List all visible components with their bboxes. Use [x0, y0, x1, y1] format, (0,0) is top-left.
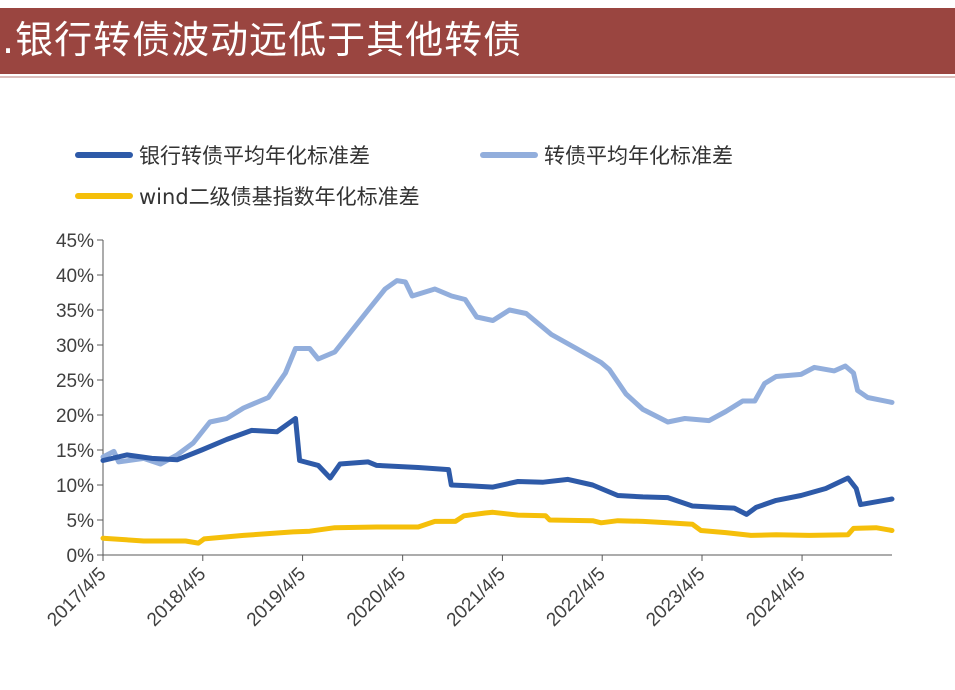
- legend-label-wind: wind二级债基指数年化标准差: [139, 185, 420, 209]
- y-tick-label: 45%: [56, 231, 94, 252]
- page-title: .银行转债波动远低于其他转债: [2, 18, 523, 62]
- legend-swatch-cb: [480, 152, 538, 158]
- x-tick-label: 2020/4/5: [343, 564, 410, 631]
- x-tick-label: 2019/4/5: [243, 564, 310, 631]
- x-tick-label: 2017/4/5: [43, 564, 110, 631]
- y-tick-label: 5%: [67, 511, 95, 532]
- legend-label-cb: 转债平均年化标准差: [544, 144, 733, 168]
- x-tick-label: 2024/4/5: [742, 564, 809, 631]
- y-tick-label: 35%: [56, 301, 94, 322]
- series-line-bank-cb-std: [100, 416, 895, 517]
- y-tick-label: 15%: [56, 441, 94, 462]
- x-tick-label: 2021/4/5: [443, 564, 510, 631]
- chart-legend: 银行转债平均年化标准差 转债平均年化标准差 wind二级债基指数年化标准差: [70, 135, 930, 215]
- legend-item-cb: 转债平均年化标准差: [480, 140, 733, 170]
- title-banner: .银行转债波动远低于其他转债: [0, 8, 955, 74]
- x-tick-label: 2023/4/5: [642, 564, 709, 631]
- y-tick-label: 20%: [56, 406, 94, 427]
- series-line-wind-bond-fund-std: [100, 509, 895, 546]
- y-tick-label: 10%: [56, 476, 94, 497]
- x-tick-label: 2022/4/5: [543, 564, 610, 631]
- x-tick-label: 2018/4/5: [143, 564, 210, 631]
- legend-swatch-bank: [75, 152, 133, 158]
- y-tick-label: 40%: [56, 266, 94, 287]
- legend-swatch-wind: [75, 193, 133, 199]
- y-tick-label: 0%: [67, 546, 95, 567]
- y-tick-label: 25%: [56, 371, 94, 392]
- legend-item-wind: wind二级债基指数年化标准差: [75, 181, 420, 211]
- series-line-cb-std: [100, 278, 895, 467]
- legend-label-bank: 银行转债平均年化标准差: [139, 144, 370, 168]
- y-tick-label: 30%: [56, 336, 94, 357]
- banner-divider: [0, 76, 955, 78]
- legend-item-bank: 银行转债平均年化标准差: [75, 140, 370, 170]
